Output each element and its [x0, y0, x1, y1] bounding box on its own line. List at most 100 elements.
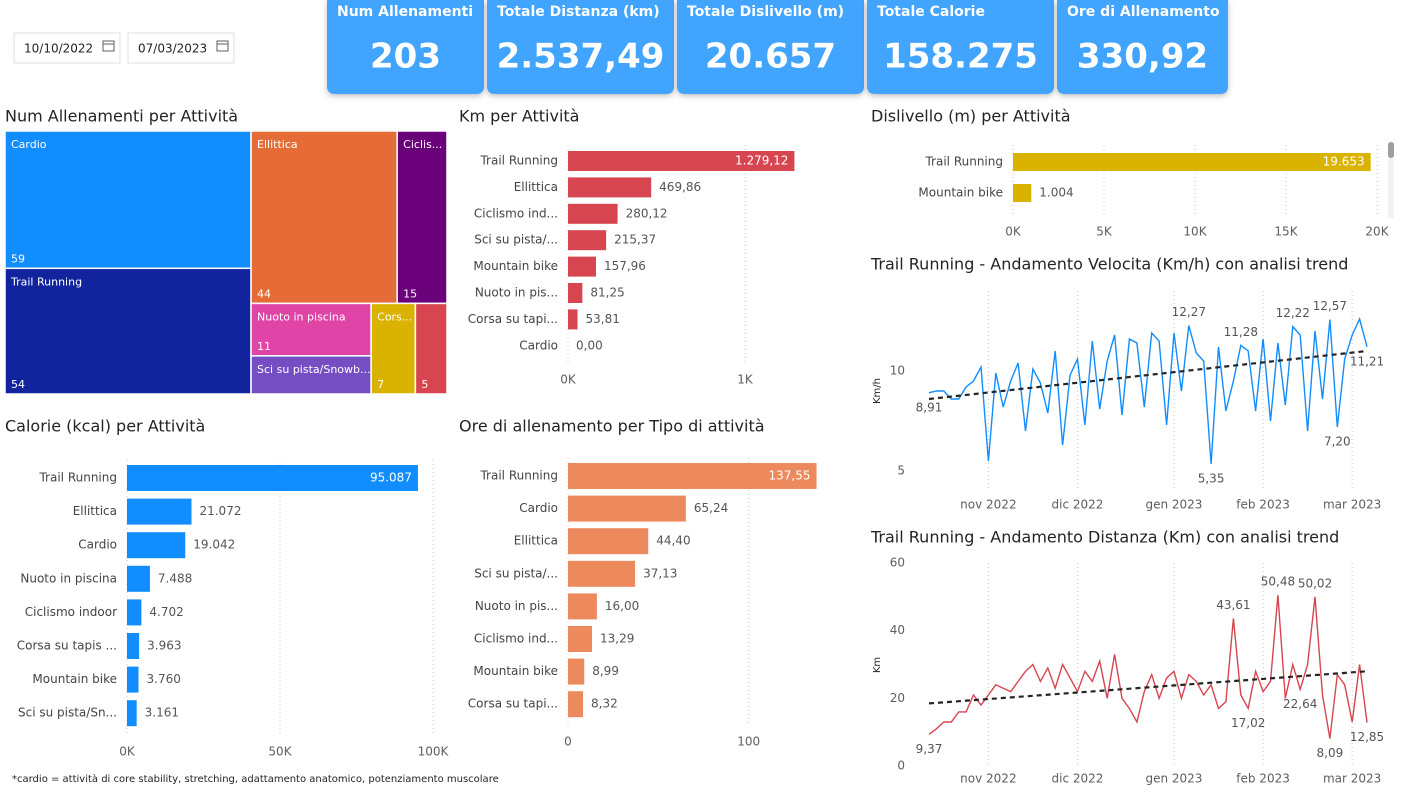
data-label: 21.072	[199, 504, 241, 518]
data-label: 19.042	[193, 538, 235, 552]
category-label: Cardio	[519, 338, 558, 352]
chart-title: Calorie (kcal) per Attività	[5, 417, 205, 436]
bar	[127, 565, 150, 592]
bar	[1013, 153, 1371, 171]
scrollbar-track	[1388, 142, 1394, 218]
date-text: 10/10/2022	[24, 42, 93, 56]
x-tick-label: 5K	[1096, 225, 1113, 239]
data-label: 8,91	[916, 400, 943, 414]
data-label: 12,85	[1350, 730, 1384, 744]
x-tick-label: 0	[564, 735, 572, 749]
category-label: Sci su pista/...	[474, 233, 558, 247]
data-label: 44,40	[656, 534, 690, 548]
category-label: Mountain bike	[918, 186, 1003, 200]
treemap-tile	[414, 302, 448, 395]
y-tick-label: 60	[890, 556, 905, 570]
tile-label: Sci su pista/Snowb...	[257, 363, 370, 376]
tile-value: 11	[257, 340, 271, 353]
category-label: Cardio	[519, 501, 558, 515]
data-label: 16,00	[605, 599, 639, 613]
kpi-card	[677, 0, 864, 94]
data-label: 11,21	[1350, 354, 1384, 368]
data-label: 7,20	[1324, 435, 1351, 449]
y-tick-label: 0	[897, 759, 905, 773]
data-label: 53,81	[586, 312, 620, 326]
x-tick-label: 15K	[1274, 225, 1298, 239]
bar	[127, 498, 192, 525]
category-label: Cardio	[78, 538, 117, 552]
bar	[127, 666, 139, 693]
bar	[568, 203, 618, 224]
bar	[127, 532, 186, 559]
bar	[568, 560, 636, 587]
chart-title: Km per Attività	[459, 107, 579, 126]
date-input[interactable]	[13, 32, 121, 64]
kpi-title: Totale Calorie	[877, 4, 985, 20]
chart-title: Trail Running - Andamento Velocita (Km/h…	[870, 255, 1348, 274]
chart-title: Num Allenamenti per Attività	[5, 107, 238, 126]
tile-label: Cors...	[377, 310, 412, 323]
kpi-value: 2.537,49	[497, 37, 665, 77]
category-label: Ellittica	[514, 180, 558, 194]
treemap-tile	[250, 355, 372, 395]
data-label: 5,35	[1198, 472, 1225, 486]
tile-label: Ciclis...	[403, 138, 442, 151]
kpi-title: Ore di Allenamento	[1067, 4, 1220, 20]
category-label: Sci su pista/Sn...	[18, 706, 117, 720]
category-label: Mountain bike	[473, 664, 558, 678]
date-input[interactable]	[127, 32, 235, 64]
tile-value: 44	[257, 287, 271, 300]
x-tick-label: mar 2023	[1323, 772, 1381, 786]
bar	[568, 495, 686, 522]
kpi-card	[867, 0, 1054, 94]
x-tick-label: feb 2023	[1236, 498, 1290, 512]
x-tick-label: 0K	[560, 373, 577, 387]
category-label: Sci su pista/...	[474, 566, 558, 580]
data-label: 43,61	[1216, 598, 1250, 612]
scrollbar-thumb[interactable]	[1388, 142, 1394, 158]
bar	[127, 599, 142, 626]
category-label: Trail Running	[38, 471, 117, 485]
tile-value: 15	[403, 287, 417, 300]
x-tick-label: nov 2022	[960, 772, 1016, 786]
data-label: 1.279,12	[735, 154, 788, 168]
x-tick-label: mar 2023	[1323, 498, 1381, 512]
data-label: 4.702	[149, 605, 183, 619]
category-label: Trail Running	[479, 154, 558, 168]
category-label: Ellittica	[514, 534, 558, 548]
x-tick-label: dic 2022	[1052, 772, 1104, 786]
data-label: 19.653	[1323, 155, 1365, 169]
category-label: Trail Running	[479, 469, 558, 483]
data-label: 50,02	[1298, 576, 1332, 590]
x-tick-label: 10K	[1183, 225, 1207, 239]
data-label: 3.760	[147, 672, 181, 686]
category-label: Nuoto in pis...	[475, 599, 558, 613]
data-label: 8,32	[591, 697, 618, 711]
footnote: *cardio = attività di core stability, st…	[12, 773, 499, 785]
y-tick-label: 40	[890, 623, 905, 637]
category-label: Mountain bike	[32, 672, 117, 686]
kpi-value: 158.275	[883, 37, 1038, 77]
y-tick-label: 10	[890, 364, 905, 378]
data-label: 0,00	[576, 338, 603, 352]
y-tick-label: 5	[897, 464, 905, 478]
y-axis-label: Km/h	[872, 378, 883, 404]
date-text: 07/03/2023	[138, 42, 207, 56]
bar	[127, 700, 137, 727]
data-label: 9,37	[916, 742, 943, 756]
bar	[568, 230, 607, 251]
category-label: Mountain bike	[473, 259, 558, 273]
data-label: 13,29	[600, 632, 634, 646]
kpi-title: Totale Dislivello (m)	[687, 4, 844, 20]
x-tick-label: 20K	[1365, 225, 1389, 239]
x-tick-label: 50K	[268, 745, 292, 759]
tile-label: Trail Running	[10, 275, 82, 288]
kpi-value: 20.657	[705, 37, 836, 77]
data-label: 12,57	[1313, 299, 1347, 313]
data-label: 280,12	[626, 206, 668, 220]
data-label: 81,25	[590, 286, 624, 300]
category-label: Ciclismo ind...	[474, 632, 558, 646]
tile-value: 59	[11, 252, 25, 265]
y-axis-label: Km	[872, 657, 883, 673]
